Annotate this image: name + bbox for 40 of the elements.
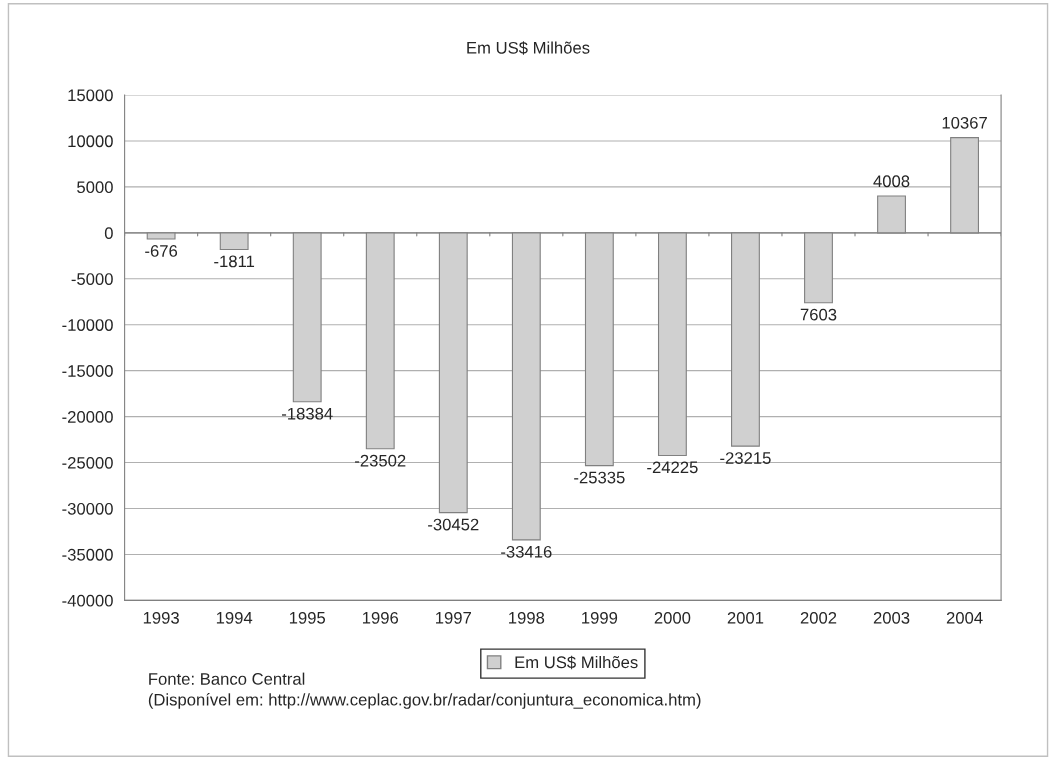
y-tick-label: 15000 <box>68 89 113 102</box>
y-tick-label: -35000 <box>62 548 113 561</box>
y-tick-label: -15000 <box>62 365 113 377</box>
text: (Disponível em: http://www.ceplac.gov.br/radar/conjuntura_economica.htm) <box>148 693 701 709</box>
x-tick-label: 2003 <box>873 611 910 624</box>
y-tick-label: -20000 <box>62 411 113 423</box>
text: -1811 <box>214 255 255 268</box>
text: -676 <box>145 245 178 257</box>
y-tick-label: -25000 <box>62 456 113 469</box>
source-note: Fonte: Banco Central <box>149 672 305 685</box>
text: 4008 <box>873 175 910 188</box>
y-tick-label: 0 <box>104 227 113 240</box>
x-tick-label: 1995 <box>289 611 326 624</box>
y-tick-label: -10000 <box>62 319 113 331</box>
y-tick-label: -30000 <box>62 502 113 515</box>
chart-title: Em US$ Milhões <box>467 41 590 55</box>
x-tick-label: 2000 <box>654 611 691 624</box>
text: -23215 <box>720 452 771 464</box>
x-tick-label: 2001 <box>727 611 764 624</box>
text: 7603 <box>800 308 837 321</box>
text: 10367 <box>942 116 987 129</box>
x-tick-label: 1994 <box>216 611 253 624</box>
x-tick-label: 1996 <box>362 611 399 624</box>
text: -25335 <box>574 471 625 484</box>
legend-label: Em US$ Milhões <box>515 655 638 670</box>
text: -30452 <box>428 518 479 531</box>
y-tick-label: 10000 <box>68 135 113 148</box>
x-tick-label: 1997 <box>436 611 471 624</box>
text: -23502 <box>355 454 406 467</box>
text: -18384 <box>282 407 333 420</box>
x-tick-label: 1998 <box>509 611 545 624</box>
text: -33416 <box>501 545 552 558</box>
y-tick-label: -40000 <box>62 594 113 607</box>
x-tick-label: 2002 <box>800 611 837 624</box>
x-tick-label: 2004 <box>946 611 983 624</box>
y-tick-label: -5000 <box>71 273 113 285</box>
y-tick-label: 5000 <box>77 181 113 194</box>
x-tick-label: 1999 <box>582 611 618 624</box>
text: -24225 <box>647 461 698 474</box>
x-tick-label: 1993 <box>143 611 179 624</box>
